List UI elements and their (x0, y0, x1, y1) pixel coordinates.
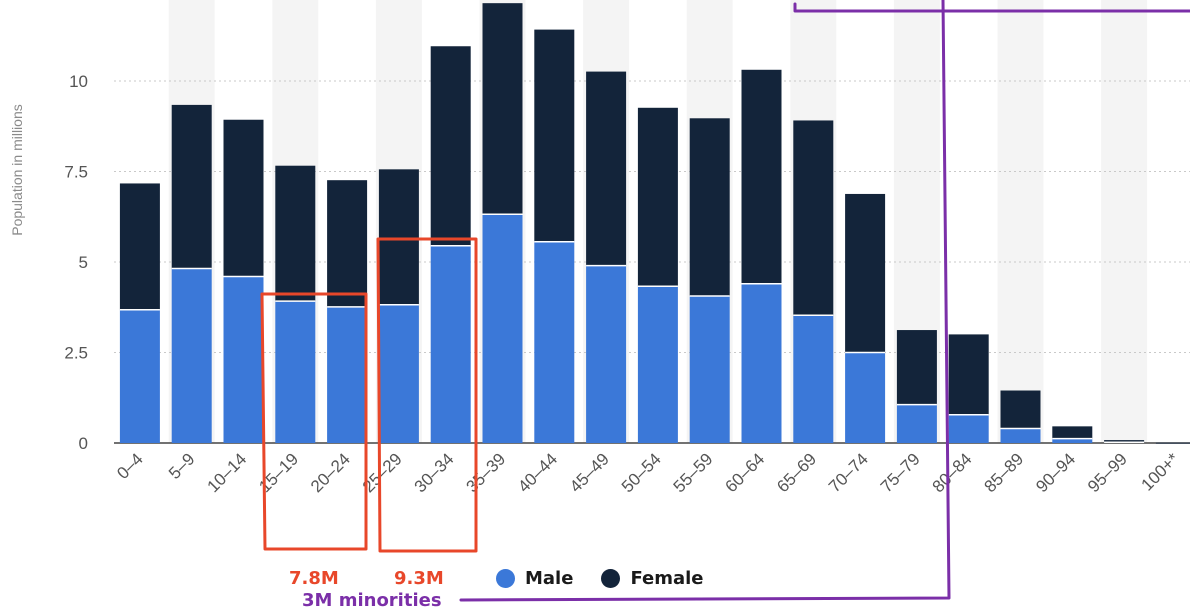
bar-male (482, 214, 523, 443)
y-tick-label: 7.5 (64, 163, 88, 182)
x-tick-label: 10–14 (203, 449, 250, 496)
bar-female (1104, 440, 1145, 443)
x-tick-label: 95–99 (1084, 449, 1131, 496)
bar-female (534, 29, 575, 242)
y-tick-label: 10 (69, 72, 88, 91)
x-tick-label: 50–54 (618, 449, 665, 496)
bar-female (119, 183, 160, 310)
bar-male (1052, 438, 1093, 443)
bar-female (948, 334, 989, 415)
column-band (997, 0, 1044, 443)
legend-dot-male (496, 569, 515, 588)
x-tick-label: 60–64 (721, 449, 768, 496)
legend-item-female[interactable]: Female (601, 568, 704, 589)
y-tick-labels: 0 2.5 5 7.5 10 (64, 72, 88, 453)
bar-male (741, 283, 782, 443)
legend-label-female: Female (630, 568, 704, 589)
bar-male (430, 245, 471, 443)
bar-female (637, 107, 678, 287)
annotation-line-vertical (459, 0, 951, 602)
bar-female (327, 180, 368, 307)
x-tick-label: 70–74 (825, 449, 872, 496)
bar-male (171, 268, 212, 443)
bar-male (793, 315, 834, 443)
x-tick-label: 65–69 (773, 449, 820, 496)
bar-female (430, 46, 471, 246)
legend-item-male[interactable]: Male (496, 568, 573, 589)
bar-female (1000, 390, 1041, 429)
bar-male (119, 309, 160, 443)
legend: Male Female (496, 568, 732, 589)
bar-male (534, 241, 575, 443)
bar-male (1000, 428, 1041, 443)
bar-male (327, 306, 368, 443)
x-tick-label: 55–59 (670, 449, 717, 496)
x-tick-label: 45–49 (566, 449, 613, 496)
bar-male (586, 265, 627, 443)
x-tick-label: 30–34 (411, 449, 458, 496)
column-band (1101, 0, 1148, 443)
legend-label-male: Male (525, 568, 574, 589)
y-axis-label: Population in millions (9, 104, 25, 236)
bar-female (482, 3, 523, 215)
bar-female (1155, 442, 1190, 444)
x-tick-label: 40–44 (514, 449, 561, 496)
y-tick-label: 2.5 (64, 344, 88, 363)
annotation-9-3m: 9.3M (394, 568, 444, 589)
legend-dot-female (601, 569, 621, 588)
hand-drawn-annotations (260, 0, 1190, 602)
bar-male (223, 276, 264, 443)
bar-male (275, 301, 316, 443)
bar-female (845, 193, 886, 353)
x-tick-label: 15–19 (255, 449, 302, 496)
x-tick-label: 85–89 (980, 449, 1027, 496)
annotation-box-25-34 (376, 237, 478, 553)
x-tick-label: 75–79 (877, 449, 924, 496)
annotation-minorities: 3M minorities (302, 590, 442, 611)
bar-female (586, 71, 627, 266)
bar-male (845, 352, 886, 443)
bar-female (378, 169, 419, 305)
bar-male (378, 304, 419, 443)
annotation-7-8m: 7.8M (289, 568, 339, 589)
bar-female (689, 118, 730, 297)
x-tick-label: 5–9 (165, 449, 198, 482)
bar-female (223, 119, 264, 277)
x-tick-label: 80–84 (929, 449, 976, 496)
bar-female (793, 120, 834, 316)
x-tick-label: 20–24 (307, 449, 354, 496)
bar-male (896, 404, 937, 443)
bar-male (948, 414, 989, 443)
annotation-box-15-24 (260, 292, 368, 551)
x-tick-label: 100+* (1138, 449, 1183, 494)
bar-female (1052, 426, 1093, 439)
y-tick-label: 0 (79, 434, 88, 453)
x-tick-labels: 0–4 5–9 10–14 15–19 20–24 25–29 30–34 35–39 40–4… (113, 449, 1183, 496)
x-tick-label: 90–94 (1032, 449, 1079, 496)
bar-female (896, 330, 937, 405)
bar-male (689, 296, 730, 443)
x-tick-label: 35–39 (462, 449, 509, 496)
bar-male (637, 286, 678, 443)
bar-series (119, 3, 1190, 444)
y-tick-label: 5 (79, 253, 88, 272)
x-tick-label: 0–4 (113, 449, 146, 482)
bar-female (275, 165, 316, 302)
annotation-line-top (793, 2, 1190, 13)
bar-female (741, 69, 782, 284)
bar-female (171, 104, 212, 269)
